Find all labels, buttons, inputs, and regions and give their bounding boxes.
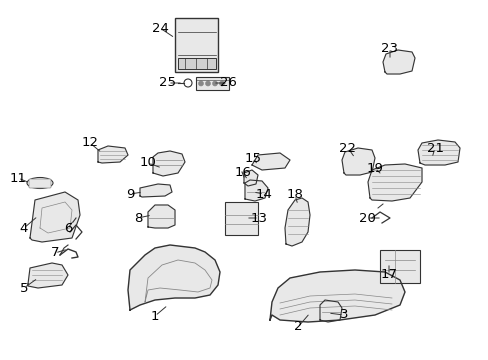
Text: 1: 1 <box>150 310 159 323</box>
Text: 18: 18 <box>286 189 303 202</box>
FancyBboxPatch shape <box>224 202 258 235</box>
Polygon shape <box>244 170 258 186</box>
Text: 16: 16 <box>234 166 251 180</box>
Polygon shape <box>341 148 374 175</box>
Polygon shape <box>30 192 80 242</box>
Text: 14: 14 <box>255 188 272 201</box>
Polygon shape <box>244 180 267 201</box>
Text: 11: 11 <box>9 171 26 184</box>
Circle shape <box>212 81 217 86</box>
Polygon shape <box>28 263 68 288</box>
Text: 26: 26 <box>219 77 236 90</box>
Text: 17: 17 <box>380 269 397 282</box>
Text: 24: 24 <box>151 22 168 35</box>
Text: 21: 21 <box>426 141 443 154</box>
Polygon shape <box>251 153 289 170</box>
Text: 22: 22 <box>339 141 356 154</box>
Polygon shape <box>140 184 172 197</box>
Circle shape <box>219 81 224 86</box>
Polygon shape <box>128 245 220 310</box>
Text: 19: 19 <box>366 162 383 175</box>
FancyBboxPatch shape <box>178 58 216 69</box>
Circle shape <box>205 81 210 86</box>
Text: 20: 20 <box>358 211 375 225</box>
Text: 15: 15 <box>244 152 261 165</box>
Text: 12: 12 <box>81 136 98 149</box>
Text: 25: 25 <box>159 77 176 90</box>
Text: 7: 7 <box>51 247 59 260</box>
FancyBboxPatch shape <box>175 18 218 72</box>
FancyBboxPatch shape <box>29 179 51 188</box>
Text: 9: 9 <box>125 188 134 201</box>
Polygon shape <box>269 270 404 322</box>
Text: 23: 23 <box>381 41 398 54</box>
Text: 6: 6 <box>63 221 72 234</box>
Circle shape <box>198 81 203 86</box>
Polygon shape <box>367 164 421 201</box>
Text: 5: 5 <box>20 282 28 294</box>
Text: 3: 3 <box>339 309 347 321</box>
Polygon shape <box>98 146 128 163</box>
Polygon shape <box>319 300 341 322</box>
Polygon shape <box>153 151 184 176</box>
FancyBboxPatch shape <box>196 77 228 90</box>
Text: 10: 10 <box>139 157 156 170</box>
Polygon shape <box>285 198 309 246</box>
Text: 8: 8 <box>134 211 142 225</box>
Polygon shape <box>382 50 414 74</box>
Text: 4: 4 <box>20 221 28 234</box>
Polygon shape <box>417 140 459 165</box>
FancyBboxPatch shape <box>379 250 419 283</box>
Text: 13: 13 <box>250 211 267 225</box>
Text: 2: 2 <box>293 320 302 333</box>
Polygon shape <box>148 205 175 228</box>
